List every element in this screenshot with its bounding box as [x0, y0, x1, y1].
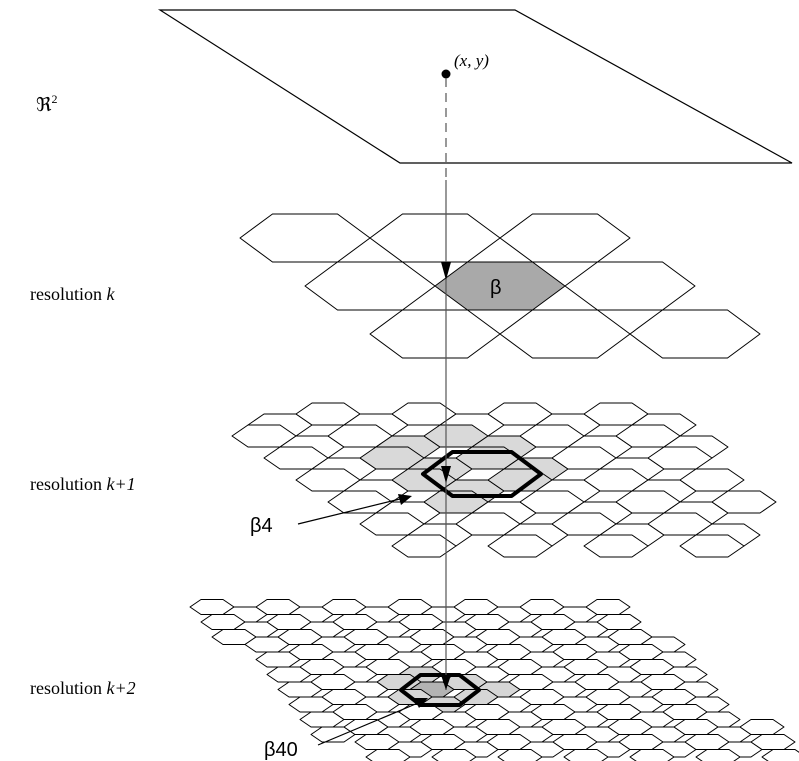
beta4-leader-arrowhead	[398, 494, 412, 505]
beta40-leader-line	[317, 702, 419, 746]
hex-cell	[499, 309, 631, 359]
plane-label: ℜ2	[36, 92, 57, 116]
real-plane	[157, 9, 793, 164]
cell-label-beta: β	[490, 277, 502, 299]
hex-cell	[585, 599, 631, 615]
hex-cell	[583, 534, 649, 558]
hex-cell	[365, 749, 411, 761]
hex-cell	[695, 749, 741, 761]
hex-cell	[369, 213, 501, 263]
hex-cell	[431, 749, 477, 761]
hex-cell	[629, 749, 675, 761]
hex-cell	[563, 749, 609, 761]
projection-arrowhead-k1	[441, 466, 451, 483]
cell-label-beta4: β4	[250, 515, 273, 537]
beta40-leader-arrowhead	[414, 698, 428, 708]
hex-cell	[679, 468, 745, 492]
projection-arrowhead-k	[441, 262, 451, 280]
level-label-k2: resolution k+2	[30, 678, 136, 698]
hex-cell	[629, 309, 761, 359]
hex-cell	[739, 719, 785, 735]
hex-cell	[391, 534, 457, 558]
projection-arrowhead-k2	[441, 675, 451, 690]
hex-cell	[497, 749, 543, 761]
parent-cell-outline-k1	[421, 450, 543, 498]
resolution-k2-grid	[189, 599, 799, 761]
hex-cell	[564, 261, 696, 311]
hex-cell	[239, 213, 371, 263]
hex-cell	[647, 446, 713, 470]
hex-cell	[711, 490, 777, 514]
hex-cell	[369, 309, 501, 359]
hex-cell	[487, 534, 553, 558]
resolution-k1-grid	[231, 402, 777, 558]
hex-cell	[499, 213, 631, 263]
hex-cell	[750, 734, 796, 750]
level-label-k1: resolution k+1	[30, 474, 136, 494]
hex-cell	[679, 534, 745, 558]
hex-cell	[304, 261, 436, 311]
hex-cell	[761, 749, 799, 761]
level-label-k: resolution k	[30, 284, 116, 304]
plane-label-exponent: 2	[51, 92, 57, 106]
beta4-leader-line	[297, 498, 401, 525]
hex-cell	[596, 614, 642, 630]
cell-label-beta40: β40	[264, 739, 298, 761]
point-xy	[441, 69, 451, 79]
resolution-k-grid	[239, 213, 761, 359]
point-xy-label: (x, y)	[454, 51, 489, 70]
